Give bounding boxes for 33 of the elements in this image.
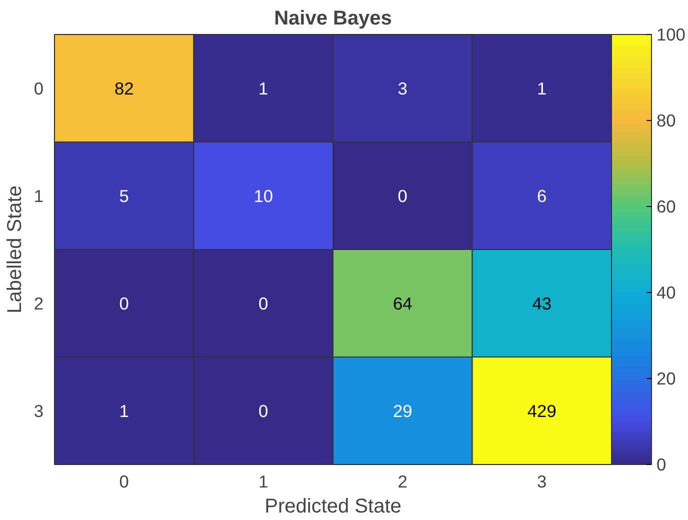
y-tick-label: 0 [34,78,44,98]
data-label: 6 [537,186,547,206]
data-label: 10 [254,186,274,206]
data-label: 429 [527,400,556,421]
color-bar-label: 80 [656,110,676,130]
data-label: 3 [398,78,408,98]
data-label: 82 [114,78,134,98]
color-bar-label: 60 [656,196,676,216]
color-bar-label: 20 [656,368,676,388]
data-label: 5 [119,186,129,206]
data-label: 1 [119,400,129,421]
data-label: 29 [392,400,412,421]
data-label: 0 [258,293,268,314]
x-axis-title: Predicted State [264,496,402,518]
data-label: 1 [537,78,547,98]
color-bar-label: 0 [656,454,666,474]
chart-title: Naive Bayes [274,8,392,30]
data-label: 43 [532,293,552,314]
y-axis-title: Labelled State [4,186,26,314]
data-label: 0 [258,400,268,421]
y-tick-label: 3 [34,400,44,421]
x-tick-label: 1 [258,472,268,492]
data-label: 1 [258,78,268,98]
x-tick-label: 3 [537,472,547,492]
data-label: 0 [398,186,408,206]
y-tick-label: 1 [34,186,44,206]
color-bar-label: 40 [656,282,676,302]
data-label: 64 [392,293,413,314]
color-bar-label: 100 [656,24,686,44]
data-label: 0 [119,293,129,314]
y-tick-label: 2 [34,293,44,314]
x-tick-label: 2 [398,472,408,492]
x-tick-label: 0 [119,472,129,492]
